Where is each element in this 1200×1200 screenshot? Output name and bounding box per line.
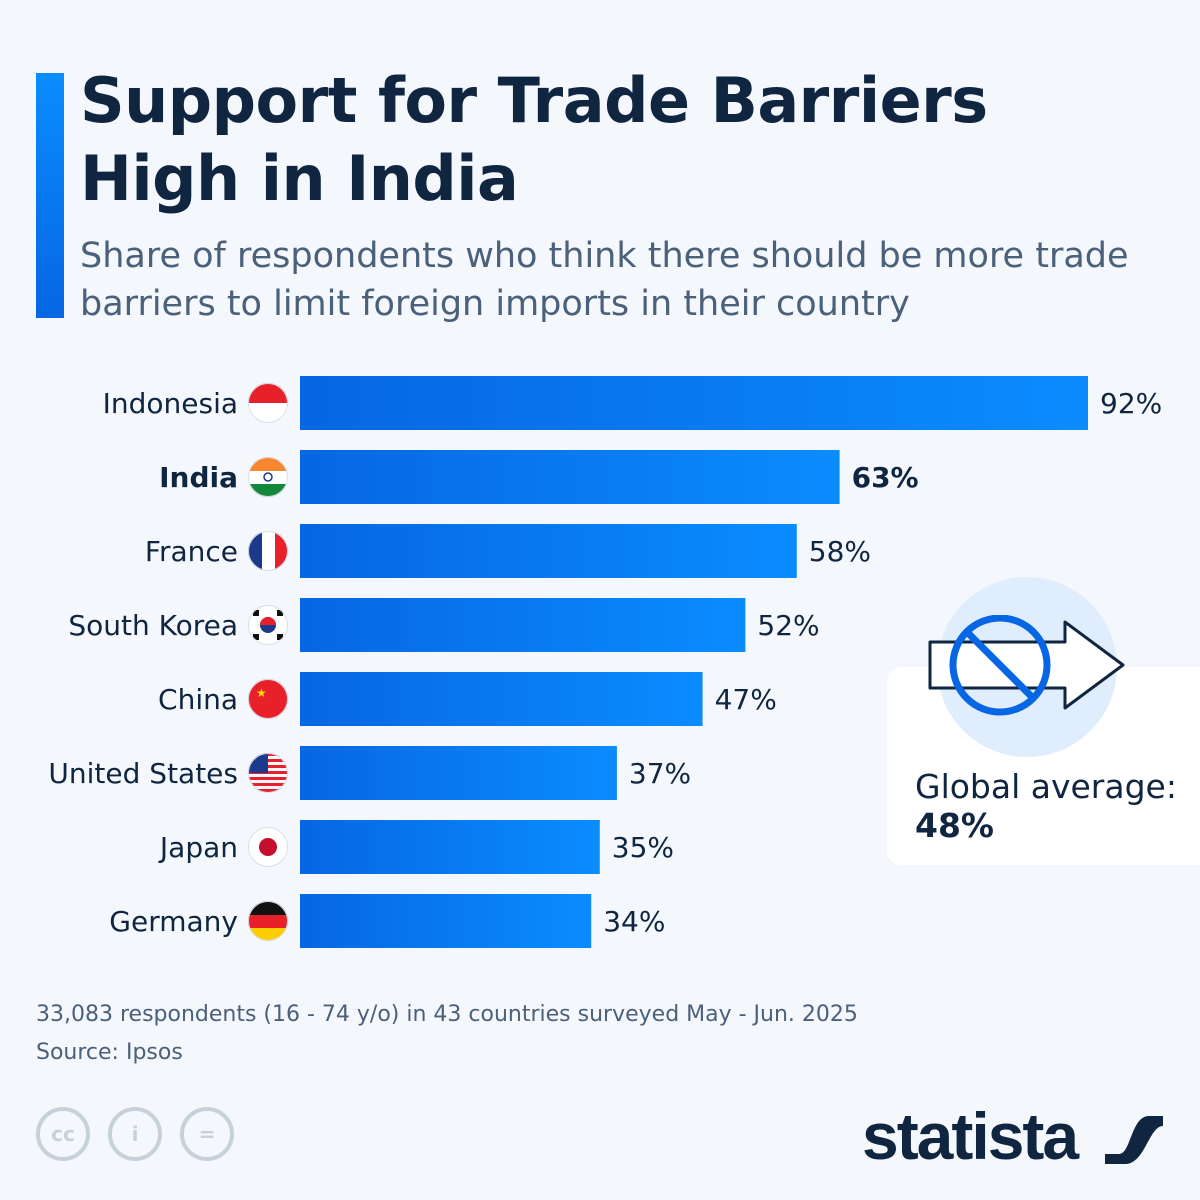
bar <box>300 524 797 578</box>
flag-border <box>248 457 288 497</box>
global-average-value: 48% <box>915 806 994 845</box>
flag-icon <box>248 383 288 423</box>
flag-border <box>248 901 288 941</box>
category-label: Indonesia <box>103 387 238 420</box>
data-label: 92% <box>1100 387 1162 420</box>
flag-border <box>248 753 288 793</box>
data-label: 52% <box>757 609 819 642</box>
flag-border <box>248 383 288 423</box>
global-average-label: Global average: <box>915 767 1177 806</box>
page-title: Support for Trade Barriers High in India <box>80 62 988 218</box>
title-line-1: Support for Trade Barriers <box>80 64 988 137</box>
flag-border <box>248 827 288 867</box>
bar <box>300 376 1088 430</box>
flag-icon: ★ <box>248 679 288 719</box>
flag-border <box>248 531 288 571</box>
bar <box>300 746 617 800</box>
attribution-icon[interactable]: i <box>108 1107 162 1161</box>
bar <box>300 820 600 874</box>
subtitle: Share of respondents who think there sho… <box>80 236 1129 324</box>
bar <box>300 450 840 504</box>
category-label: France <box>145 535 238 568</box>
svg-text:★: ★ <box>256 686 267 700</box>
data-label: 63% <box>852 461 919 494</box>
category-label: South Korea <box>68 609 238 642</box>
flag-icon <box>248 827 288 867</box>
bar <box>300 894 592 948</box>
source: Source: Ipsos <box>36 1040 183 1065</box>
title-accent-bar <box>36 73 64 318</box>
data-label: 37% <box>629 757 691 790</box>
category-label: Japan <box>158 831 238 864</box>
no-import-arrow-icon <box>928 615 1125 716</box>
flag-border <box>248 605 288 645</box>
statista-logo[interactable]: statista <box>862 1098 1079 1174</box>
bar <box>300 598 746 652</box>
data-label: 58% <box>809 535 871 568</box>
category-label: China <box>158 683 238 716</box>
category-label: Germany <box>109 905 238 938</box>
footnote: 33,083 respondents (16 - 74 y/o) in 43 c… <box>36 1002 858 1027</box>
title-line-2: High in India <box>80 142 519 215</box>
statista-logo-mark-icon <box>1105 1106 1163 1164</box>
data-label: 47% <box>715 683 777 716</box>
flag-icon <box>248 605 288 645</box>
bar <box>300 672 703 726</box>
category-label: United States <box>48 757 238 790</box>
bar-chart: Indonesia 92% India 63% France 58% South Korea… <box>48 376 1162 948</box>
flag-border <box>248 679 288 719</box>
cc-icon[interactable]: cc <box>36 1107 90 1161</box>
no-derivatives-icon[interactable]: = <box>180 1107 234 1161</box>
category-label: India <box>159 461 238 494</box>
data-label: 35% <box>612 831 674 864</box>
brand-name: statista <box>862 1099 1079 1173</box>
data-label: 34% <box>603 905 665 938</box>
